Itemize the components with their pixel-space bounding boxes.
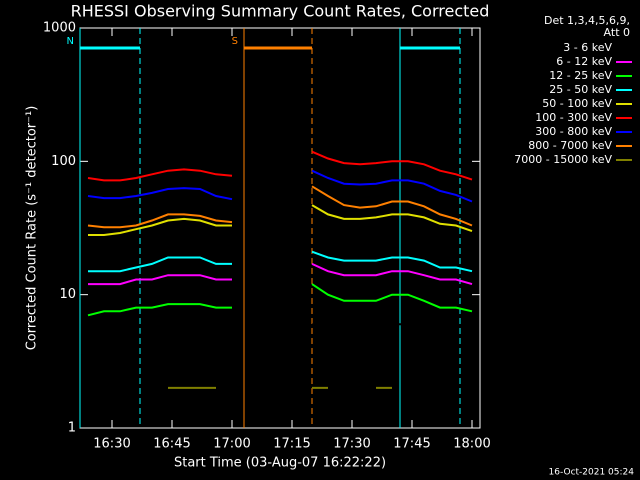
series-line: [88, 323, 473, 342]
legend-title: Att 0: [604, 26, 630, 39]
y-axis-label: Corrected Count Rate (s⁻¹ detector⁻¹): [25, 106, 40, 351]
x-tick-label: 17:15: [273, 437, 310, 452]
legend-title: Det 1,3,4,5,6,9,: [544, 14, 630, 27]
y-tick-label: 1000: [43, 21, 76, 36]
series-line: [88, 250, 473, 273]
x-tick-label: 16:30: [93, 437, 130, 452]
interval-label: S: [232, 36, 238, 47]
series-line: [87, 169, 473, 203]
y-tick-label: 1: [68, 421, 76, 436]
y-tick-label: 100: [51, 154, 76, 169]
series-line: [87, 283, 473, 317]
legend-label: 6 - 12 keV: [556, 55, 612, 68]
series-line: [87, 150, 473, 182]
legend-label: 25 - 50 keV: [549, 83, 612, 96]
series-line: [88, 262, 473, 286]
x-tick-label: 18:00: [453, 437, 490, 452]
interval-label: N: [67, 36, 74, 47]
legend-label: 12 - 25 keV: [549, 69, 612, 82]
y-tick-label: 10: [59, 287, 76, 302]
legend-label: 300 - 800 keV: [535, 125, 612, 138]
series-line: [88, 204, 473, 236]
legend-label: 50 - 100 keV: [542, 97, 612, 110]
chart-title: RHESSI Observing Summary Count Rates, Co…: [71, 2, 490, 21]
footer: 16-Oct-2021 05:24: [549, 468, 635, 478]
x-tick-label: 17:00: [213, 437, 250, 452]
x-tick-label: 17:30: [333, 437, 370, 452]
x-tick-label: 17:45: [393, 437, 430, 452]
legend-label: 100 - 300 keV: [535, 111, 612, 124]
legend-label: 3 - 6 keV: [563, 41, 612, 54]
series-line: [87, 185, 473, 229]
legend-label: 7000 - 15000 keV: [514, 153, 612, 166]
x-axis-label: Start Time (03-Aug-07 16:22:22): [174, 456, 386, 471]
legend-label: 800 - 7000 keV: [528, 139, 612, 152]
x-tick-label: 16:45: [153, 437, 190, 452]
